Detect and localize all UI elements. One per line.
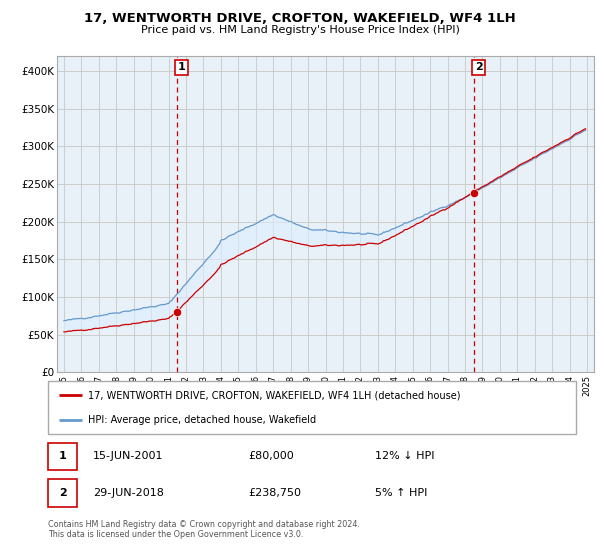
Text: HPI: Average price, detached house, Wakefield: HPI: Average price, detached house, Wake… bbox=[88, 414, 316, 424]
Text: £80,000: £80,000 bbox=[248, 451, 295, 461]
Text: 1: 1 bbox=[178, 62, 186, 72]
Text: 17, WENTWORTH DRIVE, CROFTON, WAKEFIELD, WF4 1LH: 17, WENTWORTH DRIVE, CROFTON, WAKEFIELD,… bbox=[84, 12, 516, 25]
Text: 2: 2 bbox=[475, 62, 482, 72]
Text: Contains HM Land Registry data © Crown copyright and database right 2024.
This d: Contains HM Land Registry data © Crown c… bbox=[48, 520, 360, 539]
Bar bbox=[48, 479, 77, 507]
Text: 17, WENTWORTH DRIVE, CROFTON, WAKEFIELD, WF4 1LH (detached house): 17, WENTWORTH DRIVE, CROFTON, WAKEFIELD,… bbox=[88, 390, 460, 400]
Text: £238,750: £238,750 bbox=[248, 488, 302, 498]
Text: 2: 2 bbox=[59, 488, 67, 498]
Text: 5% ↑ HPI: 5% ↑ HPI bbox=[376, 488, 428, 498]
Text: 12% ↓ HPI: 12% ↓ HPI bbox=[376, 451, 435, 461]
Text: 29-JUN-2018: 29-JUN-2018 bbox=[93, 488, 164, 498]
Bar bbox=[48, 442, 77, 470]
Text: 1: 1 bbox=[59, 451, 67, 461]
Text: 15-JUN-2001: 15-JUN-2001 bbox=[93, 451, 163, 461]
Text: Price paid vs. HM Land Registry's House Price Index (HPI): Price paid vs. HM Land Registry's House … bbox=[140, 25, 460, 35]
